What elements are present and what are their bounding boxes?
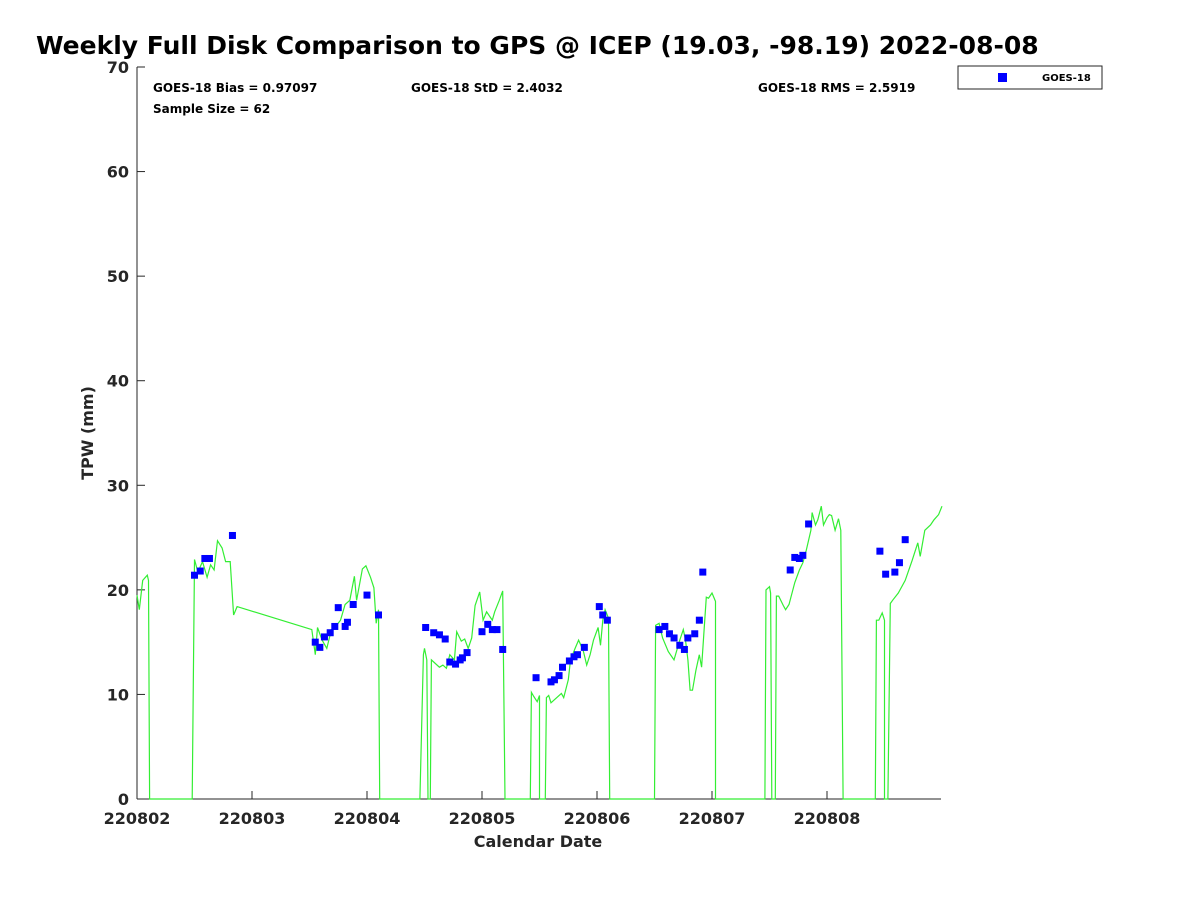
goes-18-point	[228, 531, 236, 539]
goes-18-point	[532, 674, 540, 682]
x-tick-label: 220808	[794, 809, 861, 828]
goes-18-point	[573, 651, 581, 659]
goes-18-point	[891, 568, 899, 576]
y-ticks: 0 10 20 30 40 50 60 70	[107, 58, 145, 809]
goes-18-point	[565, 657, 573, 665]
goes-18-point	[499, 645, 507, 653]
goes-18-point	[580, 643, 588, 651]
x-tick-label: 220805	[449, 809, 516, 828]
goes-18-point	[550, 676, 558, 684]
goes-18-point	[684, 634, 692, 642]
goes-18-point	[463, 649, 471, 657]
goes-18-point	[478, 628, 486, 636]
goes-18-point	[201, 554, 209, 562]
plot-area: 0 10 20 30 40 50 60 70 220802 220803 220804 220805…	[104, 58, 943, 828]
goes-18-point	[676, 641, 684, 649]
goes-18-point	[430, 629, 438, 637]
goes-18-point	[661, 622, 669, 630]
goes-18-point	[699, 568, 707, 576]
y-tick-label: 70	[107, 58, 129, 77]
goes-18-point	[901, 536, 909, 544]
x-tick-label: 220807	[679, 809, 746, 828]
goes-18-point	[363, 591, 371, 599]
goes-18-point	[349, 600, 357, 608]
goes-18-point	[876, 547, 884, 555]
goes-18-point	[441, 635, 449, 643]
goes-18-point	[205, 554, 213, 562]
y-tick-label: 50	[107, 267, 129, 286]
goes-18-point	[493, 626, 501, 634]
x-tick-label: 220803	[219, 809, 286, 828]
y-tick-label: 30	[107, 476, 129, 495]
plot-background	[137, 67, 941, 799]
goes-18-point	[670, 634, 678, 642]
legend-marker-goes-18	[998, 73, 1007, 82]
y-tick-label: 40	[107, 372, 129, 391]
goes-18-point	[316, 643, 324, 651]
x-axis-label: Calendar Date	[474, 832, 603, 851]
goes-series	[191, 520, 909, 686]
goes-18-point	[334, 604, 342, 612]
goes-18-point	[488, 626, 496, 634]
goes-18-point	[595, 603, 603, 611]
goes-18-point	[799, 551, 807, 559]
goes-18-point	[435, 631, 443, 639]
legend-box	[957, 65, 1103, 90]
x-tick-label: 220802	[104, 809, 171, 828]
y-axis-label: TPW (mm)	[78, 386, 97, 480]
x-tick-label: 220806	[564, 809, 631, 828]
bias-stat: GOES-18 Bias = 0.97097	[153, 81, 317, 95]
goes-18-point	[196, 567, 204, 575]
goes-18-point	[555, 672, 563, 680]
goes-18-point	[655, 626, 663, 634]
goes-18-point	[791, 553, 799, 561]
goes-18-point	[895, 559, 903, 567]
sample-size-stat: Sample Size = 62	[153, 102, 270, 116]
goes-18-point	[422, 624, 430, 632]
goes-18-point	[599, 611, 607, 619]
goes-18-point	[331, 622, 339, 630]
rms-stat: GOES-18 RMS = 2.5919	[758, 81, 915, 95]
legend-label-goes-18: GOES-18	[1042, 73, 1091, 84]
chart-title: Weekly Full Disk Comparison to GPS @ ICE…	[36, 31, 1039, 60]
goes-18-point	[375, 611, 382, 619]
legend: GOES-18	[957, 65, 1103, 90]
goes-18-point	[343, 618, 351, 626]
goes-18-point	[691, 630, 699, 638]
y-tick-label: 20	[107, 581, 129, 600]
goes-18-point	[341, 622, 349, 630]
goes-18-point	[665, 630, 673, 638]
y-tick-label: 60	[107, 163, 129, 182]
goes-18-point	[603, 616, 611, 624]
goes-18-point	[320, 633, 328, 641]
goes-18-point	[680, 645, 688, 653]
goes-18-point	[458, 654, 466, 662]
goes-18-point	[805, 520, 813, 528]
std-stat: GOES-18 StD = 2.4032	[411, 81, 563, 95]
goes-18-point	[695, 616, 703, 624]
goes-18-point	[786, 566, 794, 574]
x-ticks: 220802 220803 220804 220805 220806 220807 2208…	[104, 791, 861, 828]
goes-18-point	[484, 620, 492, 628]
goes-18-point	[326, 629, 334, 637]
goes-18-point	[191, 571, 198, 579]
goes-18-point	[446, 658, 454, 666]
y-tick-label: 10	[107, 685, 129, 704]
goes-18-point	[882, 570, 890, 578]
y-tick-label: 0	[118, 790, 129, 809]
x-tick-label: 220804	[334, 809, 401, 828]
goes-18-point	[311, 638, 319, 646]
goes-18-point	[559, 663, 566, 671]
goes-18-point	[452, 660, 460, 668]
